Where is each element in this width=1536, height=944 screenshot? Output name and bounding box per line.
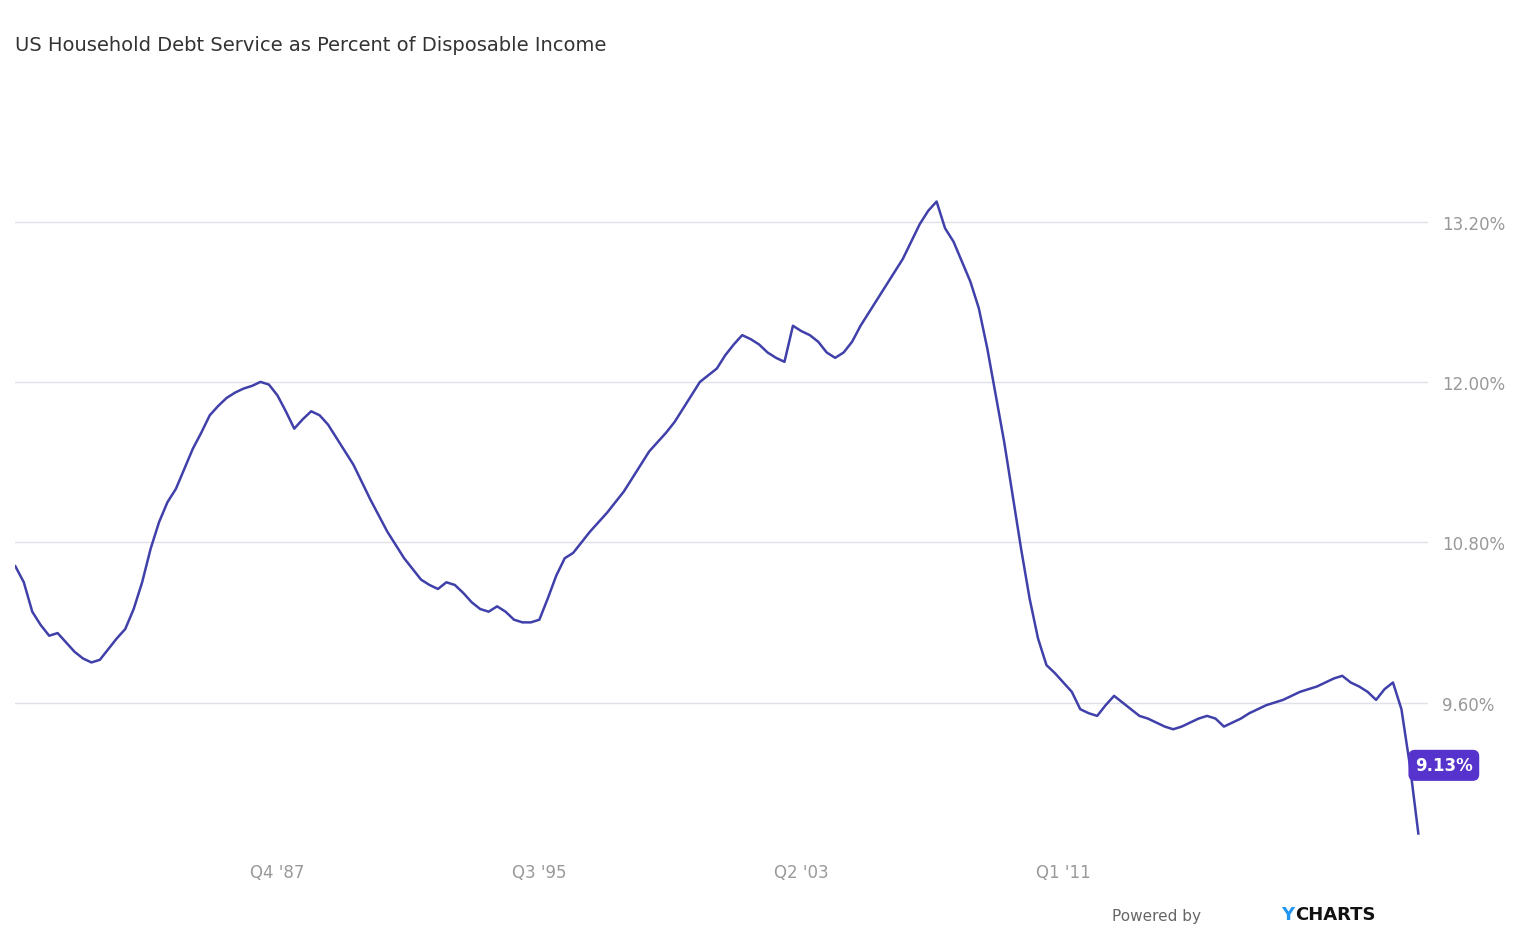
- Text: CHARTS: CHARTS: [1295, 905, 1375, 923]
- Text: Powered by: Powered by: [1112, 908, 1206, 923]
- Text: Y: Y: [1281, 905, 1295, 923]
- Text: 9.13%: 9.13%: [1415, 756, 1473, 774]
- Text: US Household Debt Service as Percent of Disposable Income: US Household Debt Service as Percent of …: [15, 36, 607, 55]
